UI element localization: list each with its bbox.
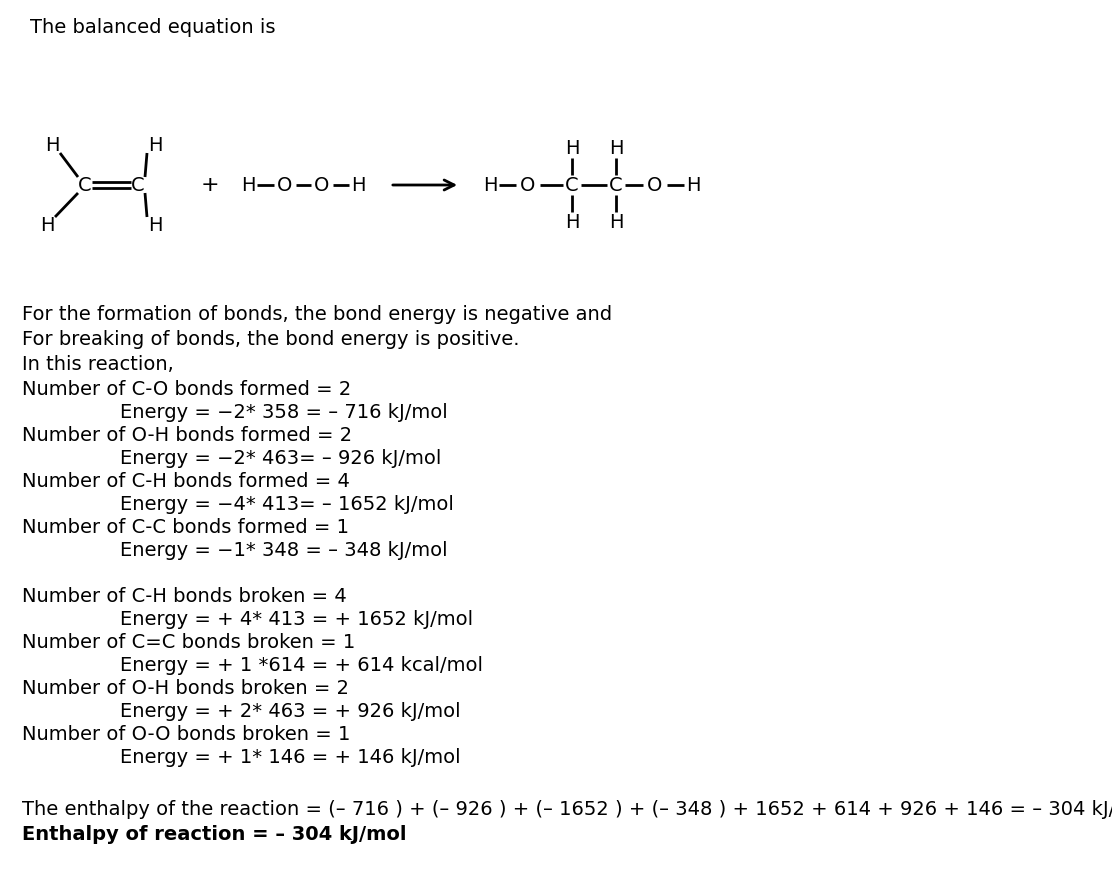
Text: C: C — [131, 175, 145, 195]
Text: Number of O-H bonds broken = 2: Number of O-H bonds broken = 2 — [22, 679, 349, 698]
Text: O: O — [277, 175, 292, 195]
Text: C: C — [609, 175, 623, 195]
Text: H: H — [608, 213, 623, 231]
Text: H: H — [565, 138, 579, 158]
Text: Energy = + 1* 146 = + 146 kJ/mol: Energy = + 1* 146 = + 146 kJ/mol — [120, 748, 460, 767]
Text: H: H — [350, 175, 365, 195]
Text: The enthalpy of the reaction = (– 716 ) + (– 926 ) + (– 1652 ) + (– 348 ) + 1652: The enthalpy of the reaction = (– 716 ) … — [22, 800, 1112, 819]
Text: Number of C-O bonds formed = 2: Number of C-O bonds formed = 2 — [22, 380, 351, 399]
Text: Number of O-O bonds broken = 1: Number of O-O bonds broken = 1 — [22, 725, 350, 744]
Text: Energy = −2* 463= – 926 kJ/mol: Energy = −2* 463= – 926 kJ/mol — [120, 449, 441, 468]
Text: Energy = −1* 348 = – 348 kJ/mol: Energy = −1* 348 = – 348 kJ/mol — [120, 541, 448, 560]
Text: H: H — [483, 175, 497, 195]
Text: H: H — [148, 215, 162, 235]
Text: Energy = −2* 358 = – 716 kJ/mol: Energy = −2* 358 = – 716 kJ/mol — [120, 403, 448, 422]
Text: Number of C-H bonds formed = 4: Number of C-H bonds formed = 4 — [22, 472, 350, 491]
Text: C: C — [78, 175, 92, 195]
Text: For breaking of bonds, the bond energy is positive.: For breaking of bonds, the bond energy i… — [22, 330, 519, 349]
Text: Energy = −4* 413= – 1652 kJ/mol: Energy = −4* 413= – 1652 kJ/mol — [120, 495, 454, 514]
Text: H: H — [565, 213, 579, 231]
Text: Enthalpy of reaction = – 304 kJ/mol: Enthalpy of reaction = – 304 kJ/mol — [22, 825, 407, 844]
Text: Energy = + 4* 413 = + 1652 kJ/mol: Energy = + 4* 413 = + 1652 kJ/mol — [120, 610, 473, 629]
Text: The balanced equation is: The balanced equation is — [30, 18, 276, 37]
Text: H: H — [44, 136, 59, 154]
Text: In this reaction,: In this reaction, — [22, 355, 173, 374]
Text: H: H — [148, 136, 162, 154]
Text: For the formation of bonds, the bond energy is negative and: For the formation of bonds, the bond ene… — [22, 305, 612, 324]
Text: Energy = + 1 *614 = + 614 kcal/mol: Energy = + 1 *614 = + 614 kcal/mol — [120, 656, 483, 675]
Text: Number of O-H bonds formed = 2: Number of O-H bonds formed = 2 — [22, 426, 353, 445]
Text: Energy = + 2* 463 = + 926 kJ/mol: Energy = + 2* 463 = + 926 kJ/mol — [120, 702, 460, 721]
Text: +: + — [200, 175, 219, 195]
Text: O: O — [520, 175, 536, 195]
Text: O: O — [647, 175, 663, 195]
Text: O: O — [315, 175, 329, 195]
Text: Number of C=C bonds broken = 1: Number of C=C bonds broken = 1 — [22, 633, 355, 652]
Text: H: H — [241, 175, 256, 195]
Text: H: H — [40, 215, 54, 235]
Text: H: H — [608, 138, 623, 158]
Text: Number of C-C bonds formed = 1: Number of C-C bonds formed = 1 — [22, 518, 349, 537]
Text: C: C — [565, 175, 579, 195]
Text: Number of C-H bonds broken = 4: Number of C-H bonds broken = 4 — [22, 587, 347, 606]
Text: H: H — [686, 175, 701, 195]
